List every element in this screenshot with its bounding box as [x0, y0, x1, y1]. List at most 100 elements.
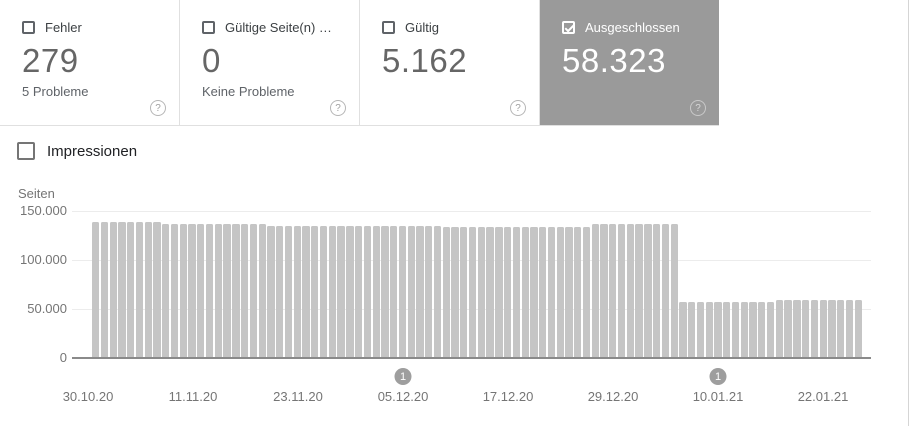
bar[interactable]	[582, 227, 591, 357]
bar[interactable]	[705, 302, 713, 357]
bar[interactable]	[319, 226, 328, 357]
bar[interactable]	[828, 300, 836, 357]
bar[interactable]	[425, 226, 433, 357]
bar[interactable]	[530, 227, 538, 357]
bar[interactable]	[249, 224, 258, 357]
bar[interactable]	[416, 226, 424, 357]
bar[interactable]	[407, 226, 415, 357]
bar[interactable]	[784, 300, 792, 357]
bar[interactable]	[214, 224, 223, 357]
bar[interactable]	[477, 227, 485, 357]
bar[interactable]	[372, 226, 380, 357]
bar[interactable]	[766, 302, 775, 357]
bar[interactable]	[661, 224, 670, 357]
bar[interactable]	[653, 224, 661, 357]
bar[interactable]	[293, 226, 301, 357]
bar[interactable]	[775, 300, 784, 357]
bar[interactable]	[793, 300, 801, 357]
bar[interactable]	[565, 227, 573, 357]
bar[interactable]	[539, 227, 547, 357]
bar[interactable]	[442, 227, 450, 357]
bar[interactable]	[679, 302, 687, 357]
bar[interactable]	[170, 224, 179, 357]
bar[interactable]	[810, 300, 819, 357]
bar[interactable]	[311, 226, 319, 357]
bar[interactable]	[723, 302, 731, 357]
bar[interactable]	[205, 224, 214, 357]
bar[interactable]	[381, 226, 389, 357]
bar[interactable]	[521, 227, 529, 357]
bar[interactable]	[837, 300, 845, 357]
bar[interactable]	[503, 227, 512, 357]
bar[interactable]	[574, 227, 582, 357]
bar[interactable]	[468, 227, 477, 357]
bar[interactable]	[845, 300, 854, 357]
bar[interactable]	[92, 222, 100, 357]
bar[interactable]	[451, 227, 459, 357]
bar[interactable]	[819, 300, 827, 357]
help-icon[interactable]: ?	[330, 100, 346, 116]
bar[interactable]	[284, 226, 293, 357]
bar[interactable]	[162, 224, 170, 357]
card-valid-with-warnings[interactable]: Gültige Seite(n) … 0 Keine Probleme ?	[180, 0, 360, 125]
bar[interactable]	[547, 227, 556, 357]
bar[interactable]	[232, 224, 240, 357]
bar[interactable]	[617, 224, 626, 357]
bar[interactable]	[241, 224, 249, 357]
bar[interactable]	[135, 222, 144, 357]
bar[interactable]	[714, 302, 722, 357]
bar[interactable]	[276, 226, 284, 357]
bar[interactable]	[223, 224, 231, 357]
bar[interactable]	[337, 226, 345, 357]
card-errors[interactable]: Fehler 279 5 Probleme ?	[0, 0, 180, 125]
bar[interactable]	[802, 300, 810, 357]
card-excluded[interactable]: Ausgeschlossen 58.323 ?	[540, 0, 719, 125]
bar[interactable]	[153, 222, 161, 357]
bar[interactable]	[854, 300, 862, 357]
bar[interactable]	[740, 302, 748, 357]
bar[interactable]	[600, 224, 608, 357]
bar[interactable]	[346, 226, 354, 357]
bar[interactable]	[626, 224, 634, 357]
bar[interactable]	[688, 302, 696, 357]
bar[interactable]	[363, 226, 372, 357]
help-icon[interactable]: ?	[690, 100, 706, 116]
card-valid[interactable]: Gültig 5.162 ?	[360, 0, 540, 125]
bar[interactable]	[644, 224, 652, 357]
checkbox-checked-icon[interactable]	[562, 21, 575, 34]
bar[interactable]	[591, 224, 599, 357]
bar[interactable]	[609, 224, 617, 357]
bar[interactable]	[267, 226, 275, 357]
bar[interactable]	[258, 224, 266, 357]
bar[interactable]	[635, 224, 643, 357]
bar[interactable]	[354, 226, 363, 357]
checkbox-icon[interactable]	[382, 21, 395, 34]
bar[interactable]	[512, 227, 521, 357]
help-icon[interactable]: ?	[150, 100, 166, 116]
bar[interactable]	[433, 226, 442, 357]
bar[interactable]	[486, 227, 494, 357]
impressions-toggle[interactable]: Impressionen	[17, 142, 137, 160]
bar[interactable]	[197, 224, 205, 357]
bar[interactable]	[144, 222, 152, 357]
bar[interactable]	[109, 222, 117, 357]
bar[interactable]	[670, 224, 678, 357]
bar[interactable]	[179, 224, 187, 357]
annotation-marker[interactable]: 1	[394, 368, 412, 385]
bar[interactable]	[302, 226, 310, 357]
checkbox-icon[interactable]	[22, 21, 35, 34]
bar[interactable]	[328, 226, 336, 357]
bar[interactable]	[127, 222, 135, 357]
bar[interactable]	[758, 302, 766, 357]
bar[interactable]	[495, 227, 503, 357]
checkbox-icon[interactable]	[17, 142, 35, 160]
bar[interactable]	[398, 226, 407, 357]
bar[interactable]	[390, 226, 398, 357]
bar[interactable]	[731, 302, 740, 357]
bar[interactable]	[556, 227, 564, 357]
checkbox-icon[interactable]	[202, 21, 215, 34]
bar[interactable]	[696, 302, 705, 357]
bar[interactable]	[118, 222, 126, 357]
annotation-marker[interactable]: 1	[709, 368, 727, 385]
bar[interactable]	[749, 302, 757, 357]
